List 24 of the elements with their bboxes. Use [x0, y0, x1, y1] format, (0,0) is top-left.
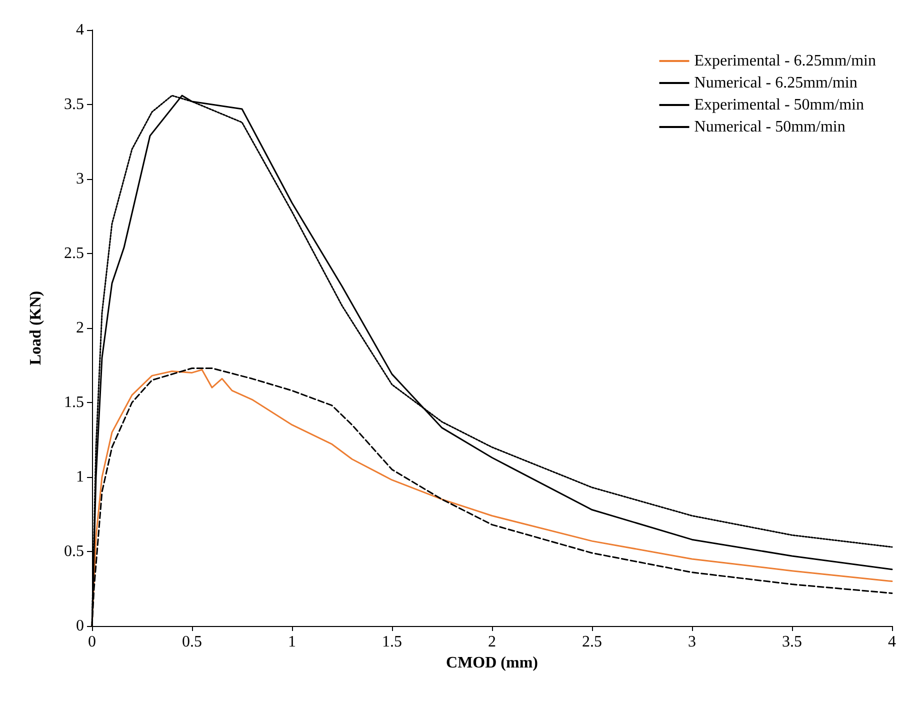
- y-tick-label: 2.5: [64, 245, 84, 262]
- legend-label: Experimental - 50mm/min: [694, 96, 864, 114]
- x-tick-label: 4: [888, 634, 896, 650]
- x-tick-label: 2: [488, 634, 496, 650]
- y-tick-label: 1: [76, 468, 84, 486]
- x-tick-label: 2.5: [582, 634, 602, 650]
- y-tick-label: 1.5: [64, 394, 84, 411]
- x-tick-label: 1.5: [382, 634, 402, 650]
- y-tick-label: 0: [76, 618, 84, 634]
- x-tick-label: 1: [288, 634, 296, 650]
- x-tick-label: 3.5: [782, 634, 802, 650]
- y-tick-label: 2: [76, 320, 84, 336]
- x-tick-label: 0.5: [182, 634, 202, 650]
- x-tick-label: 3: [688, 634, 696, 650]
- y-tick-label: 3: [76, 170, 84, 188]
- legend-label: Numerical - 6.25mm/min: [694, 74, 858, 92]
- x-axis-title: CMOD (mm): [446, 654, 538, 672]
- y-axis-title: Load (KN): [28, 290, 44, 366]
- legend-label: Numerical - 50mm/min: [694, 118, 846, 136]
- x-tick-label: 0: [88, 634, 96, 650]
- legend-label: Experimental - 6.25mm/min: [694, 52, 876, 70]
- y-tick-label: 4: [76, 22, 84, 38]
- y-tick-label: 0.5: [64, 543, 84, 560]
- y-tick-label: 3.5: [64, 96, 84, 113]
